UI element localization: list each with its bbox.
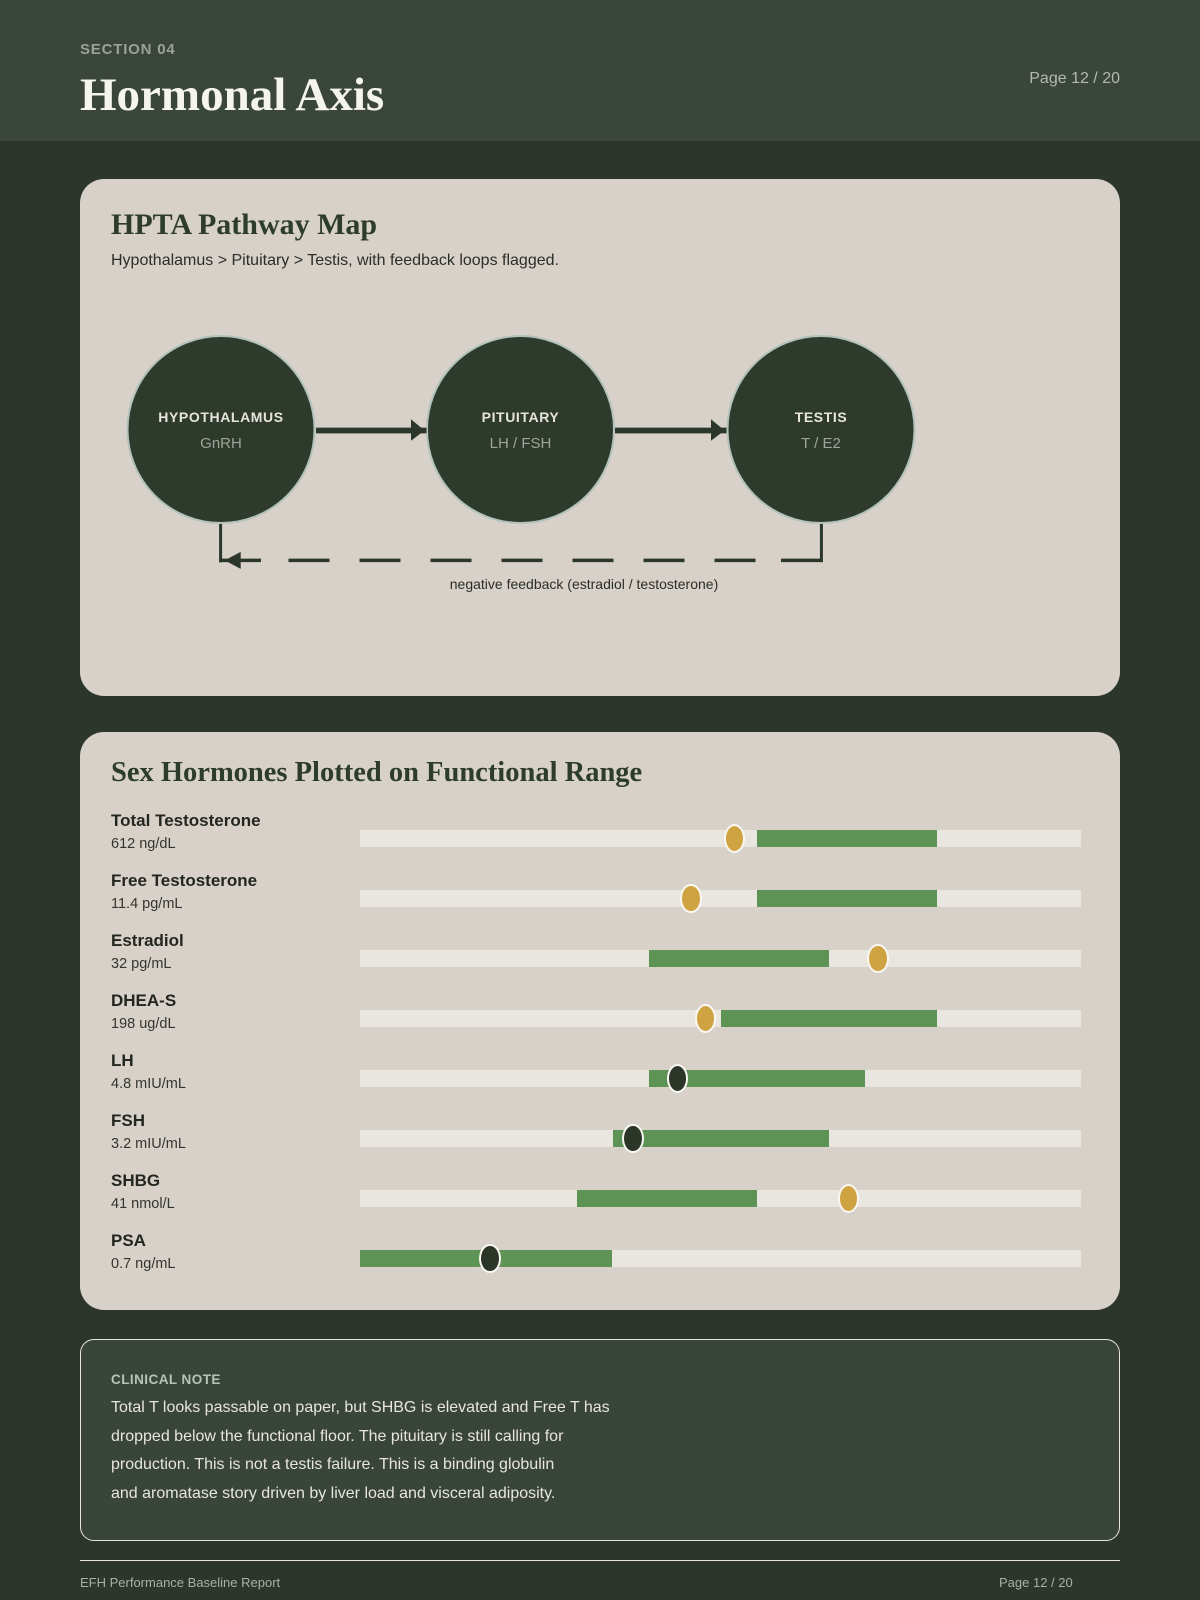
- svg-text:T / E2: T / E2: [801, 435, 841, 452]
- svg-text:TESTIS: TESTIS: [795, 409, 848, 425]
- svg-text:HYPOTHALAMUS: HYPOTHALAMUS: [158, 409, 283, 425]
- svg-text:LH / FSH: LH / FSH: [490, 435, 552, 452]
- svg-text:negative feedback (estradiol /: negative feedback (estradiol / testoster…: [450, 576, 719, 592]
- svg-text:GnRH: GnRH: [200, 435, 242, 452]
- svg-text:PITUITARY: PITUITARY: [482, 409, 560, 425]
